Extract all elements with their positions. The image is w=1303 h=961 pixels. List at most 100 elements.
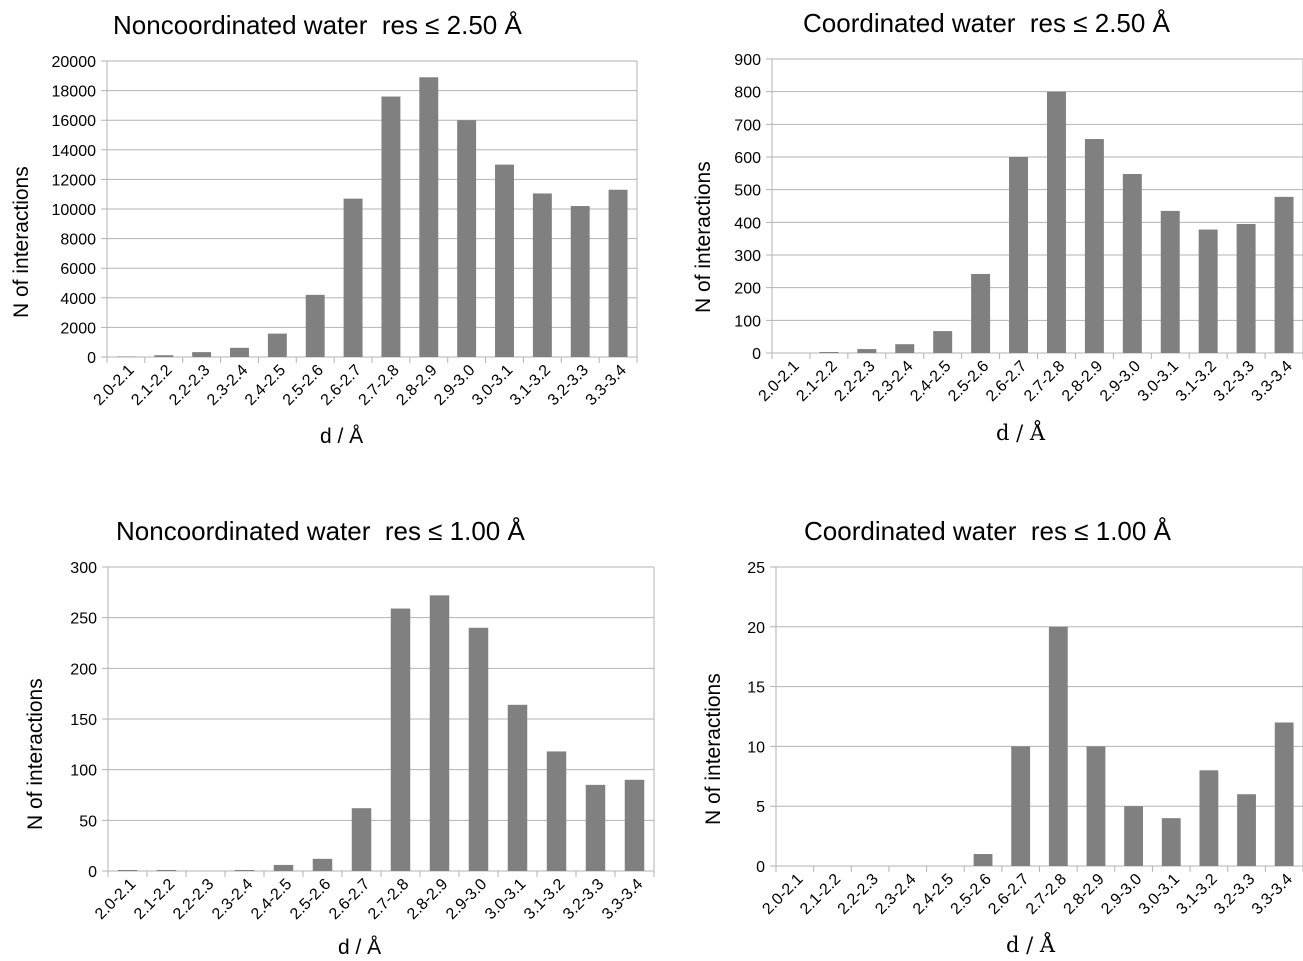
bar (608, 189, 628, 357)
bar (156, 869, 177, 871)
bar (234, 869, 255, 871)
y-tick-label: 0 (752, 346, 761, 363)
x-tick-label: 3.0-3.1 (1136, 871, 1183, 918)
x-tick-label: 2.4-2.5 (910, 871, 957, 918)
y-tick-label: 500 (734, 183, 761, 200)
bar (267, 333, 287, 357)
x-tick-label: 2.3-2.4 (872, 871, 919, 918)
y-tick-label: 300 (70, 560, 97, 577)
bar (532, 193, 552, 357)
y-tick-label: 50 (79, 813, 97, 830)
x-tick-label: 2.8-2.9 (1061, 871, 1108, 918)
y-tick-label: 0 (87, 350, 96, 367)
bar (1009, 157, 1029, 353)
bar (1199, 770, 1219, 866)
bar (546, 751, 567, 871)
y-tick-label: 4000 (60, 291, 96, 308)
y-tick-label: 6000 (60, 261, 96, 278)
y-tick-label: 300 (734, 248, 761, 265)
y-tick-label: 200 (734, 281, 761, 298)
x-tick-label: 3.3-3.4 (1249, 871, 1296, 918)
bar (305, 294, 325, 357)
bar (1161, 818, 1181, 866)
bar (585, 784, 606, 871)
y-tick-label: 700 (734, 117, 761, 134)
y-tick-label: 18000 (52, 84, 97, 101)
bar (507, 704, 528, 871)
bar (895, 344, 915, 353)
y-tick-label: 100 (734, 313, 761, 330)
bar (230, 347, 249, 357)
bar (343, 198, 363, 357)
x-tick-label: 2.1-2.2 (797, 871, 844, 918)
y-tick-label: 900 (734, 52, 761, 69)
bar (857, 349, 877, 353)
y-tick-label: 10000 (52, 202, 97, 219)
y-tick-label: 12000 (52, 172, 97, 189)
bar (351, 808, 372, 871)
y-tick-label: 400 (734, 215, 761, 232)
bar (1122, 173, 1142, 353)
x-tick-label: 2.0-2.1 (759, 871, 806, 918)
x-tick-label: 2.6-2.7 (985, 871, 1032, 918)
x-tick-label: 2.2-2.3 (835, 871, 882, 918)
bar (1160, 210, 1180, 353)
y-tick-label: 600 (734, 150, 761, 167)
bar (429, 595, 450, 871)
chart-title: Noncoordinated water res ≤ 2.50 Å (113, 10, 522, 40)
x-tick-label: 2.5-2.6 (948, 871, 995, 918)
chart-title: Noncoordinated water res ≤ 1.00 Å (116, 516, 525, 546)
y-tick-label: 15 (747, 680, 765, 697)
bar (1237, 794, 1256, 866)
bar (1198, 229, 1218, 353)
bar (1124, 806, 1144, 866)
y-tick-label: 16000 (52, 113, 97, 130)
y-tick-label: 20000 (52, 54, 97, 71)
y-tick-label: 2000 (60, 320, 96, 337)
y-tick-label: 800 (734, 85, 761, 102)
y-tick-label: 25 (747, 560, 765, 577)
bar (1084, 139, 1104, 353)
bar (381, 96, 401, 358)
y-tick-label: 14000 (52, 143, 97, 160)
bar (419, 77, 439, 357)
bar (624, 779, 645, 871)
bar (973, 854, 993, 866)
x-tick-label: 2.9-3.0 (1098, 871, 1145, 918)
y-tick-label: 200 (70, 661, 97, 678)
y-tick-label: 150 (70, 712, 97, 729)
bar (971, 273, 991, 353)
y-tick-label: 100 (70, 763, 97, 780)
bar (390, 608, 411, 871)
bar (312, 858, 333, 871)
x-axis-label: d / Å (320, 425, 364, 448)
y-tick-label: 250 (70, 611, 97, 628)
y-tick-label: 10 (747, 739, 765, 756)
bar (117, 869, 138, 871)
x-tick-label: 3.2-3.3 (1211, 871, 1258, 918)
bar (192, 352, 212, 357)
bar (1048, 626, 1068, 866)
bar (1274, 722, 1294, 866)
y-tick-label: 20 (747, 620, 765, 637)
bar (1011, 746, 1031, 866)
bar (495, 164, 514, 357)
bar (933, 331, 953, 353)
bar (154, 355, 174, 357)
bar (570, 206, 590, 357)
bar (457, 120, 477, 357)
x-tick-label: 2.7-2.8 (1023, 871, 1070, 918)
y-tick-label: 8000 (60, 232, 96, 249)
bar (1086, 746, 1106, 866)
x-axis-label: d / Å (338, 936, 382, 959)
bar (1236, 223, 1256, 353)
x-tick-label: 3.1-3.2 (1173, 871, 1220, 918)
bar (468, 627, 489, 871)
bar (273, 864, 294, 871)
y-tick-label: 0 (88, 864, 97, 881)
x-axis-label: d / Å (1006, 933, 1056, 957)
